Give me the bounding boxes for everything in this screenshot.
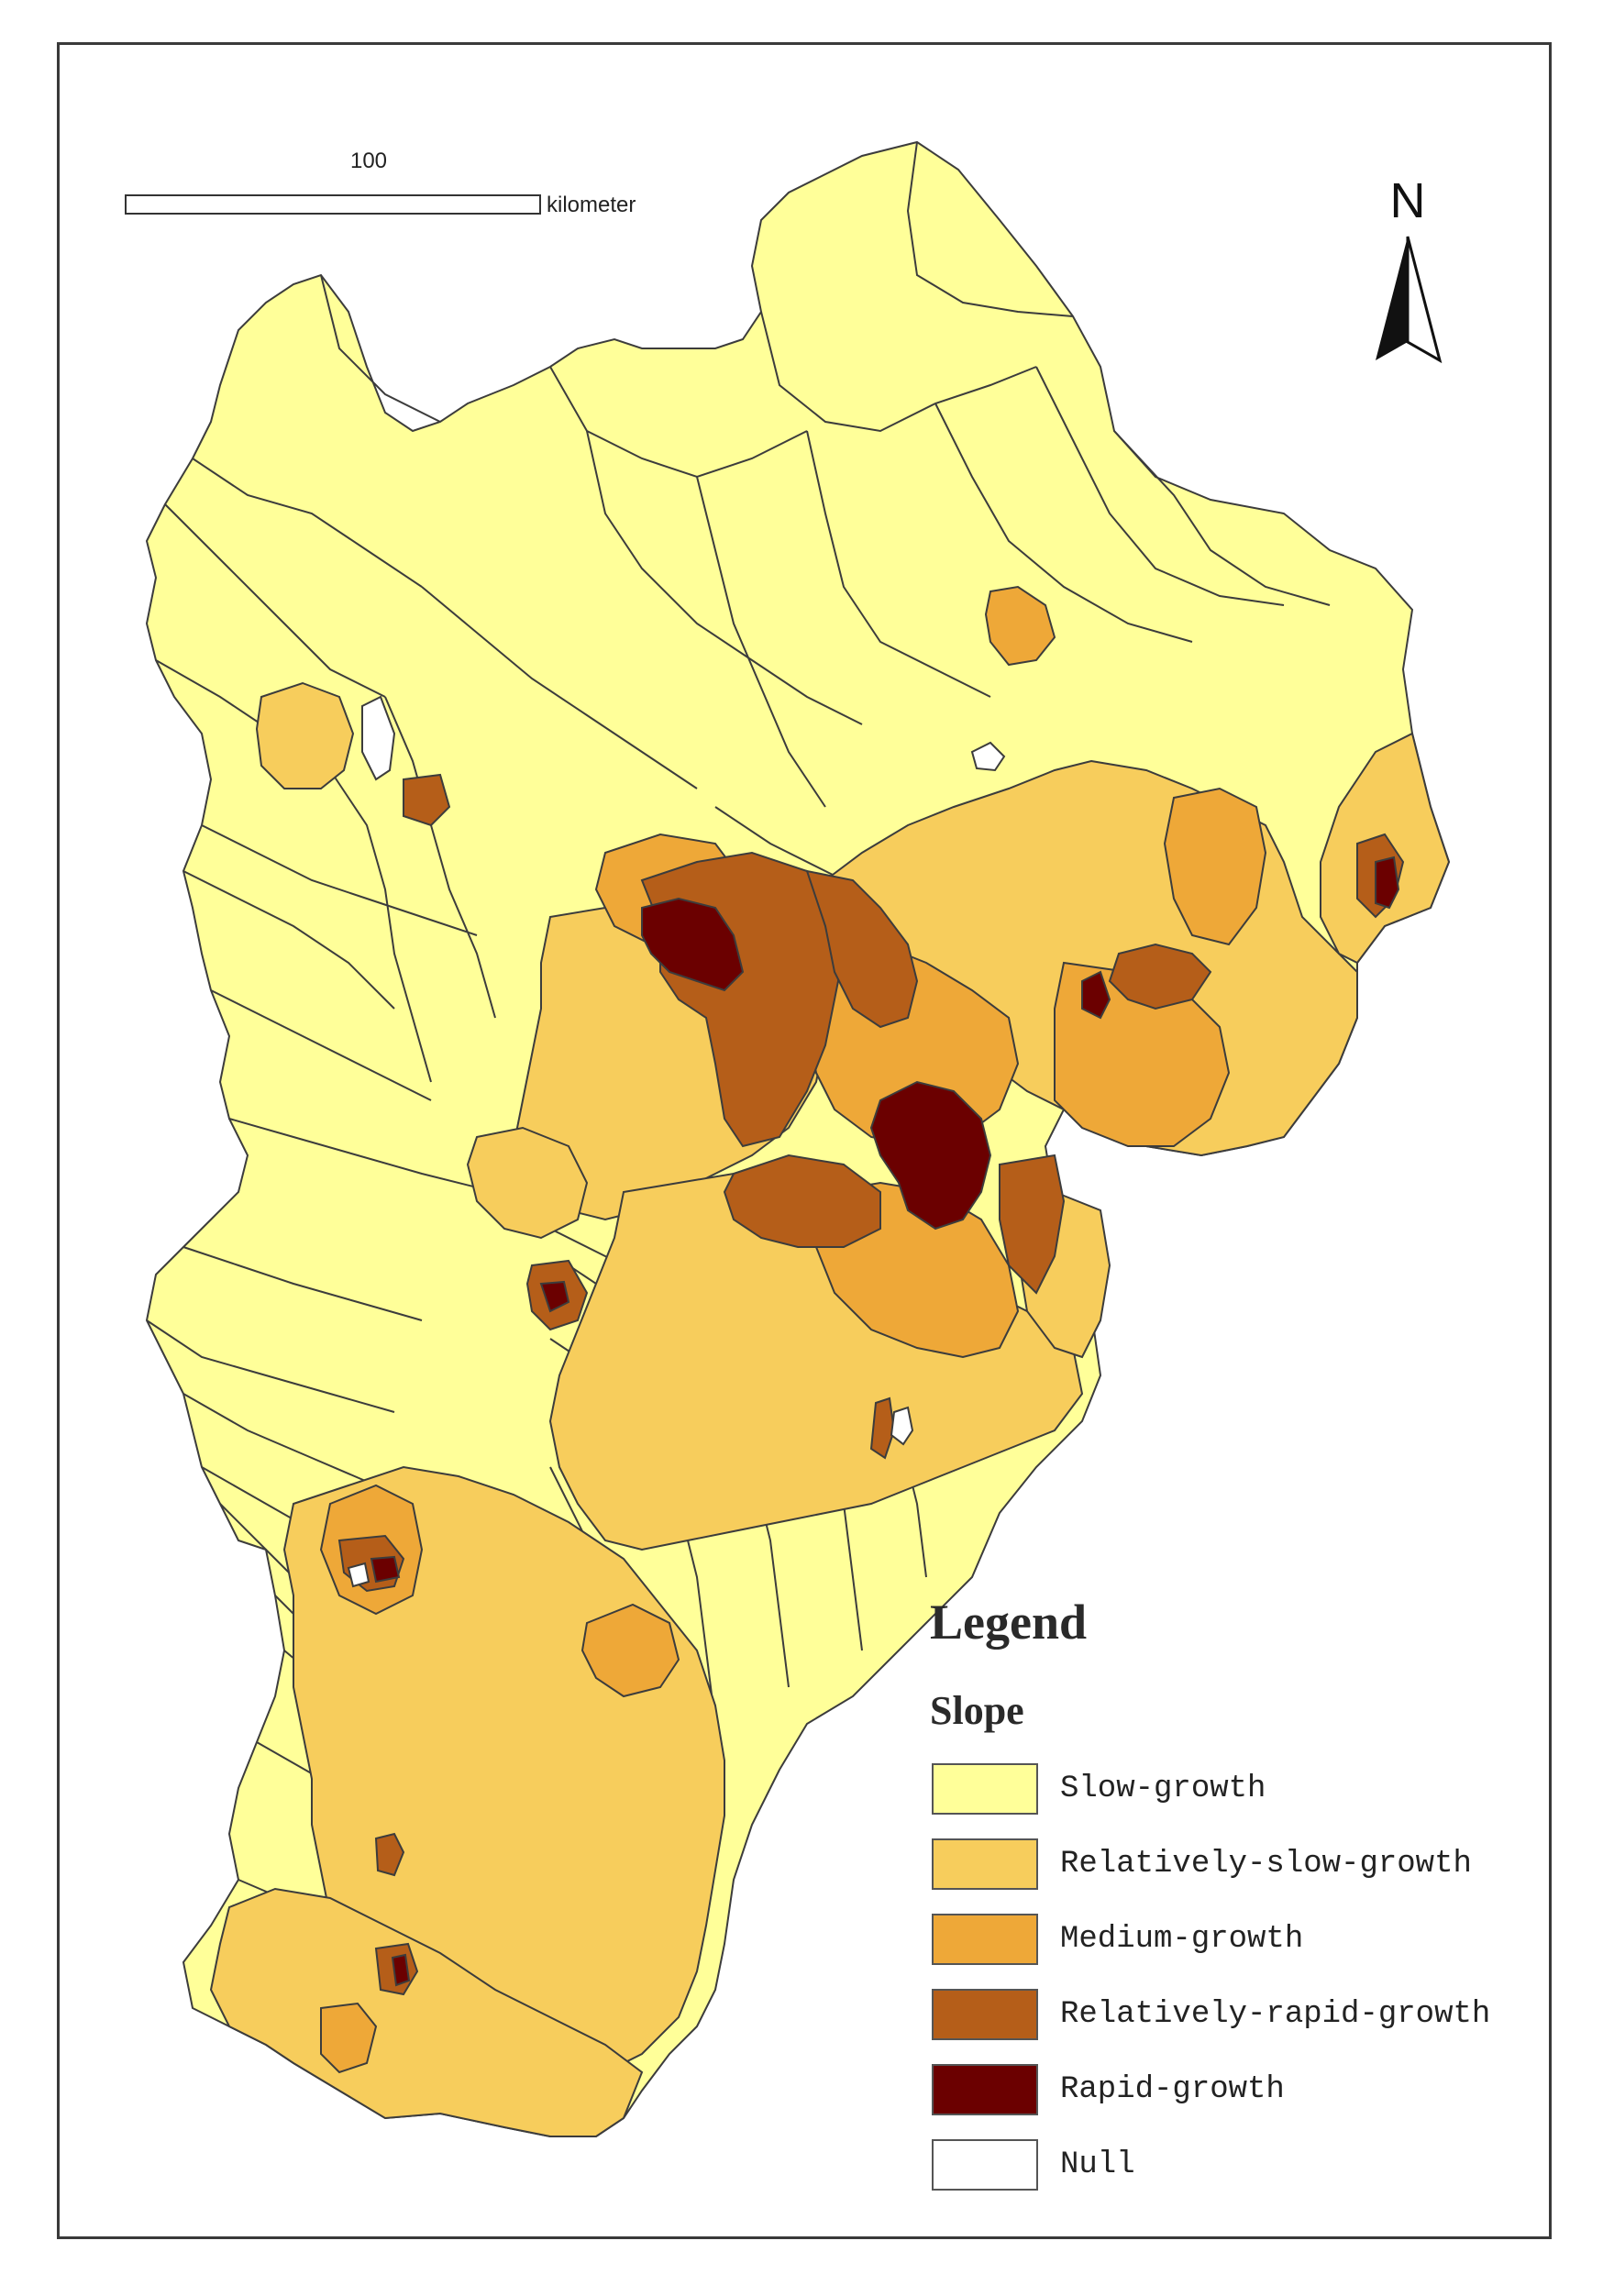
north-arrow-icon (1376, 236, 1443, 364)
legend-item-null: Null (932, 2127, 1490, 2202)
null-regions (347, 695, 1006, 1588)
medium-growth-regions (319, 585, 1267, 2074)
scale-distance-label: 100 (349, 149, 388, 173)
legend-label: Relatively-slow-growth (1060, 1847, 1472, 1882)
scale-bar-rect (125, 194, 541, 215)
legend-label: Medium-growth (1060, 1922, 1304, 1957)
legend-swatch (932, 1989, 1038, 2040)
legend-swatch (932, 1763, 1038, 1815)
legend-item-slow-growth: Slow-growth (932, 1751, 1490, 1827)
legend-swatch (932, 2064, 1038, 2115)
legend-label: Slow-growth (1060, 1772, 1266, 1806)
legend-swatch (932, 1914, 1038, 1965)
legend-label: Null (1060, 2147, 1135, 2182)
legend-swatch (932, 2139, 1038, 2191)
legend-items: Slow-growth Relatively-slow-growth Mediu… (932, 1751, 1490, 2202)
legend: Legend Slope Slow-growth Relatively-slow… (926, 1586, 1531, 2219)
scale-unit-label: kilometer (547, 193, 636, 217)
legend-subtitle: Slope (930, 1688, 1024, 1733)
legend-item-relatively-rapid-growth: Relatively-rapid-growth (932, 1977, 1490, 2052)
legend-swatch (932, 1838, 1038, 1890)
rapid-growth-regions (370, 855, 1400, 1987)
legend-item-medium-growth: Medium-growth (932, 1902, 1490, 1977)
legend-label: Rapid-growth (1060, 2072, 1285, 2107)
north-arrow: N (1357, 172, 1458, 374)
legend-label: Relatively-rapid-growth (1060, 1997, 1491, 2032)
north-label: N (1389, 173, 1426, 228)
legend-item-relatively-slow-growth: Relatively-slow-growth (932, 1827, 1490, 1902)
legend-title: Legend (930, 1595, 1088, 1650)
legend-item-rapid-growth: Rapid-growth (932, 2052, 1490, 2127)
